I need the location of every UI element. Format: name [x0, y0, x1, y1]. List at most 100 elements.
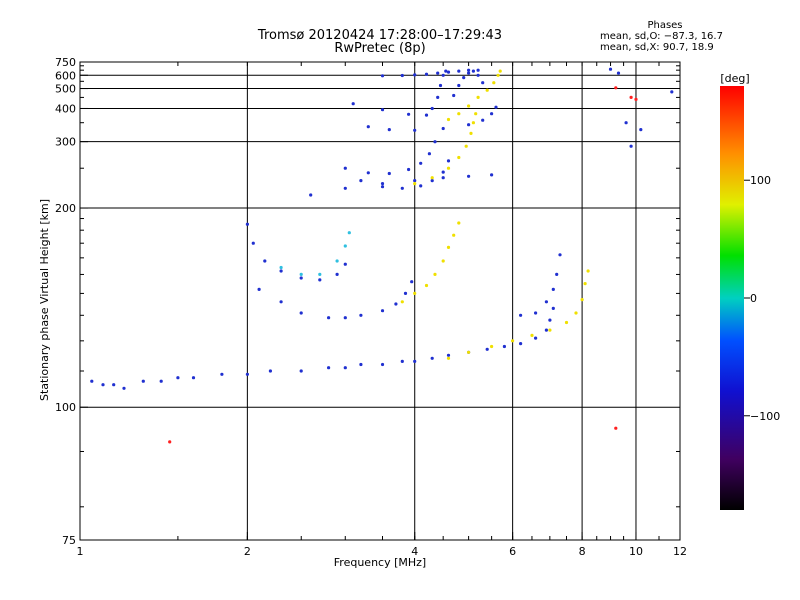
- data-point: [268, 369, 272, 373]
- data-point: [263, 259, 267, 263]
- data-point: [299, 276, 303, 280]
- data-point: [407, 112, 411, 116]
- data-point: [446, 353, 451, 357]
- data-point: [359, 179, 363, 183]
- data-point: [424, 113, 429, 117]
- data-point: [464, 144, 468, 148]
- data-point: [471, 69, 475, 73]
- data-point: [141, 379, 145, 383]
- data-point: [436, 71, 440, 75]
- data-point: [441, 126, 445, 131]
- data-point: [430, 106, 434, 111]
- data-point: [490, 173, 494, 177]
- data-point: [380, 362, 385, 367]
- data-point: [430, 356, 434, 360]
- data-point: [419, 184, 423, 188]
- data-point: [403, 291, 408, 295]
- data-point: [433, 272, 437, 276]
- data-point: [279, 300, 283, 304]
- data-point: [490, 344, 494, 349]
- data-point: [548, 328, 552, 332]
- data-point: [670, 90, 674, 94]
- data-point: [168, 440, 172, 444]
- data-point: [624, 121, 628, 125]
- data-point: [564, 320, 569, 325]
- data-point: [343, 244, 347, 248]
- x-tick-label: 12: [673, 545, 687, 558]
- data-point: [446, 117, 451, 122]
- data-point: [387, 171, 391, 176]
- data-point: [413, 359, 417, 363]
- data-point: [413, 73, 417, 77]
- data-point: [476, 73, 480, 77]
- data-point: [457, 83, 461, 88]
- data-point: [335, 259, 339, 263]
- data-point: [245, 222, 249, 226]
- data-point: [407, 167, 411, 172]
- y-tick-label: 200: [55, 202, 76, 215]
- data-point: [299, 311, 303, 315]
- data-point: [438, 83, 443, 88]
- data-point: [467, 104, 471, 108]
- y-tick-label: 500: [55, 83, 76, 96]
- data-point: [343, 316, 347, 320]
- data-point: [485, 347, 489, 351]
- data-point: [90, 379, 94, 383]
- data-point: [444, 69, 448, 73]
- data-point: [191, 376, 196, 380]
- y-tick-label: 75: [62, 534, 76, 547]
- data-point: [251, 241, 255, 245]
- data-point: [467, 350, 471, 354]
- data-point: [614, 426, 618, 430]
- data-point: [476, 95, 480, 99]
- data-point: [555, 272, 559, 276]
- data-point: [629, 144, 633, 148]
- data-point: [387, 128, 391, 132]
- data-point: [446, 245, 451, 249]
- data-point: [413, 179, 417, 183]
- data-point: [410, 280, 414, 284]
- data-point: [446, 159, 451, 163]
- data-point: [101, 383, 105, 387]
- data-point: [490, 112, 494, 116]
- data-point: [462, 76, 466, 80]
- data-point: [481, 81, 485, 85]
- y-tick-label: 750: [55, 56, 76, 69]
- data-point: [380, 108, 385, 112]
- phases-o-mode: mean, sd,O: −87.3, 16.7: [600, 31, 723, 42]
- data-point: [309, 193, 313, 197]
- data-point: [427, 152, 431, 156]
- data-point: [380, 182, 385, 186]
- data-point: [257, 287, 261, 291]
- data-point: [351, 102, 355, 106]
- data-point: [476, 68, 480, 72]
- data-point: [327, 316, 331, 320]
- data-point: [583, 282, 587, 286]
- data-point: [441, 73, 445, 77]
- data-point: [424, 72, 429, 76]
- data-point: [122, 386, 126, 390]
- x-tick-label: 10: [629, 545, 643, 558]
- data-point: [413, 128, 417, 132]
- data-point: [400, 73, 404, 78]
- data-point: [452, 93, 456, 98]
- data-point: [614, 86, 618, 90]
- x-tick-label: 1: [77, 545, 84, 558]
- y-axis-label: Stationary phase Virtual Height [km]: [38, 199, 51, 401]
- data-point: [485, 88, 489, 92]
- data-point: [494, 105, 498, 109]
- data-point: [436, 95, 440, 99]
- phase-colorbar: [720, 86, 744, 510]
- x-tick-label: 8: [579, 545, 586, 558]
- data-point: [335, 272, 339, 276]
- x-tick-label: 6: [509, 545, 516, 558]
- data-point: [574, 311, 578, 315]
- data-point: [380, 74, 385, 78]
- data-point: [413, 182, 417, 186]
- data-point: [457, 112, 461, 116]
- data-point: [343, 186, 347, 190]
- data-point: [580, 298, 584, 302]
- phases-heading: Phases: [647, 20, 683, 31]
- data-point: [343, 262, 347, 266]
- data-point: [558, 253, 562, 257]
